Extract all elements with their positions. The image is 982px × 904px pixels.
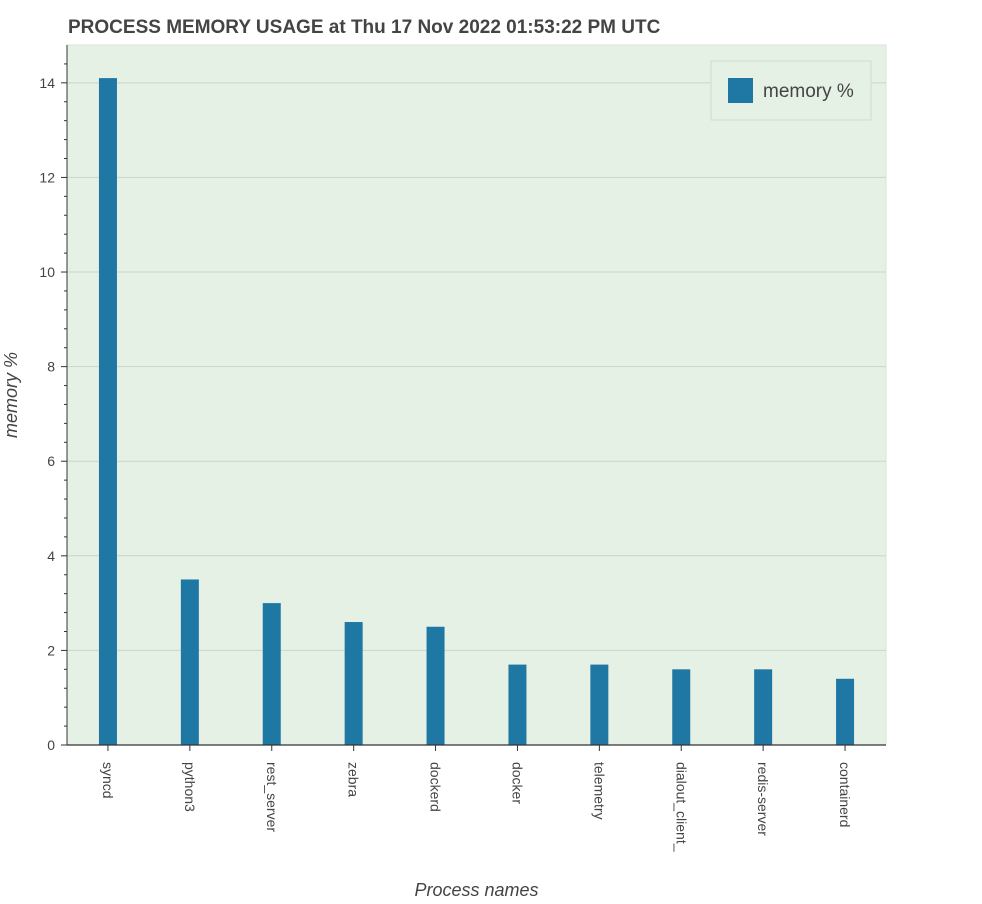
legend-label: memory % — [763, 81, 854, 102]
x-axis: syncd python3 rest_server zebra dockerd docke… — [67, 744, 886, 852]
x-tick-label: syncd — [100, 762, 116, 799]
bar-dockerd — [426, 626, 445, 745]
bar-zebra — [344, 622, 363, 745]
x-tick-label: telemetry — [591, 762, 607, 820]
bar-docker — [508, 664, 527, 745]
y-tick-label: 4 — [47, 548, 55, 564]
x-tick-label: zebra — [346, 762, 362, 797]
y-tick-label: 8 — [47, 359, 55, 375]
x-tick-label: docker — [509, 762, 525, 804]
y-tick-label: 0 — [47, 737, 55, 753]
y-axis: 0 2 4 6 8 10 12 14 — [39, 45, 68, 753]
x-tick-label: rest_server — [264, 762, 280, 832]
y-tick-label: 2 — [47, 642, 55, 658]
y-tick-label: 6 — [47, 453, 55, 469]
bar-syncd — [98, 78, 117, 746]
bar-containerd — [836, 678, 855, 745]
y-tick-label: 14 — [39, 75, 55, 91]
bar-rest_server — [262, 603, 281, 745]
y-tick-label: 12 — [39, 169, 55, 185]
chart-title: PROCESS MEMORY USAGE at Thu 17 Nov 2022 … — [68, 17, 661, 38]
y-tick-label: 10 — [39, 264, 55, 280]
bars — [98, 78, 855, 746]
plot-background — [66, 44, 887, 746]
x-tick-label: containerd — [837, 762, 853, 827]
x-tick-label: redis-server — [755, 762, 771, 836]
x-tick-label: dialout_client_ — [673, 762, 689, 852]
legend: memory % — [710, 60, 872, 121]
y-axis-label: memory % — [1, 352, 21, 438]
bar-python3 — [180, 579, 199, 745]
x-tick-label: dockerd — [428, 762, 444, 812]
bar-redis-server — [754, 669, 773, 745]
bar-telemetry — [590, 664, 609, 745]
x-tick-label: python3 — [182, 762, 198, 812]
bar-dialout_client_ — [672, 669, 691, 745]
legend-swatch — [728, 78, 753, 103]
x-axis-label: Process names — [414, 880, 538, 900]
